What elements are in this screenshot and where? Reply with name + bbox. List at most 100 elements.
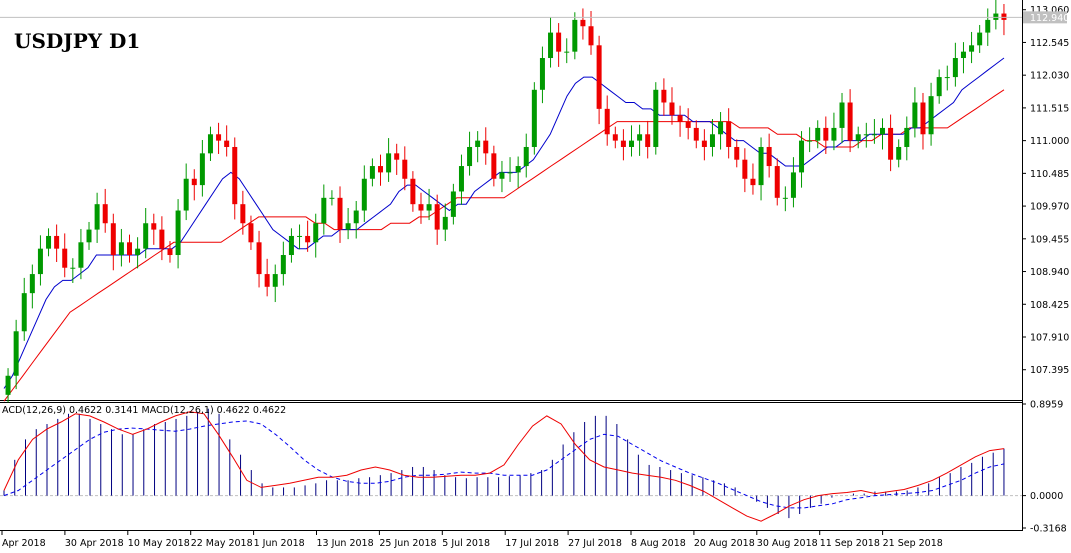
candle-body: [458, 166, 464, 192]
candle-body: [483, 140, 489, 154]
candle-body: [297, 235, 303, 237]
candle-body: [256, 242, 262, 275]
candle-body: [21, 293, 27, 332]
candle-body: [491, 153, 497, 179]
candle-body: [871, 134, 877, 136]
macd-y-tick-label: -0.3168: [1030, 524, 1067, 535]
candle-body: [564, 51, 570, 53]
candle-body: [329, 197, 335, 199]
candle-body: [612, 134, 618, 141]
macd-y-tick-label: 0.0000: [1030, 491, 1063, 502]
candle-body: [280, 255, 286, 275]
candle-body: [580, 19, 586, 27]
candle-body: [799, 140, 805, 173]
candle-body: [588, 26, 594, 46]
candle-body: [977, 32, 983, 46]
candle-body: [596, 45, 602, 109]
price-y-tick-label: 111.515: [1030, 103, 1069, 114]
x-tick-label: 5 Jul 2018: [442, 538, 490, 549]
candle-body: [637, 134, 643, 141]
candle-body: [418, 204, 424, 211]
candle-body: [928, 96, 934, 135]
candle-body: [693, 127, 699, 141]
candle-body: [750, 178, 756, 186]
candle-body: [5, 375, 11, 395]
candle-body: [539, 58, 545, 90]
current-price-layer: 112.940: [0, 11, 1069, 24]
candle-body: [450, 191, 456, 217]
x-tick-label: 8 Aug 2018: [631, 538, 686, 549]
candle-body: [110, 223, 116, 256]
candle-body: [46, 235, 52, 249]
candle-body: [985, 19, 991, 33]
candle-body: [782, 197, 788, 199]
current-price-label-box: [1023, 11, 1067, 24]
candle-body: [548, 32, 554, 59]
x-tick-label: 10 May 2018: [128, 538, 190, 549]
candle-body: [102, 204, 108, 224]
candle-body: [742, 159, 748, 179]
candle-body: [305, 235, 311, 243]
candle-body: [912, 102, 918, 128]
candle-body: [143, 223, 149, 249]
x-axis: Apr 2018 30 Apr 2018 10 May 2018 22 May 201…: [1, 531, 943, 549]
candle-body: [345, 223, 351, 230]
candle-body: [993, 13, 999, 20]
candle-body: [831, 127, 837, 141]
candle-body: [167, 248, 173, 256]
candle-body: [475, 140, 481, 147]
candle-body: [839, 102, 845, 128]
candle-body: [556, 32, 562, 52]
candle-body: [823, 127, 829, 141]
x-tick-label: 13 Jun 2018: [317, 538, 374, 549]
x-tick-label: 1 Jun 2018: [254, 538, 305, 549]
macd-signal-line: [3, 420, 1005, 509]
candle-body: [426, 204, 432, 211]
candle-body: [620, 140, 626, 147]
candle-body: [224, 140, 230, 147]
candle-body: [499, 172, 505, 179]
candle-body: [855, 134, 861, 141]
candle-body: [13, 331, 19, 376]
candle-body: [29, 274, 35, 294]
candle-body: [507, 172, 513, 174]
x-tick-label: 27 Jul 2018: [568, 538, 622, 549]
candle-body: [766, 146, 772, 167]
candle-body: [207, 134, 213, 154]
macd-main-line: [3, 411, 1005, 522]
candle-body: [888, 127, 894, 160]
candle-body: [718, 121, 724, 135]
x-tick-label: 25 Jun 2018: [379, 538, 436, 549]
price-y-tick-label: 113.060: [1030, 5, 1069, 16]
candle-body: [758, 146, 764, 186]
macd-y-tick-label: 0.8959: [1030, 400, 1063, 411]
candle-body: [54, 235, 60, 249]
candle-body: [863, 134, 869, 136]
candle-body: [734, 146, 740, 160]
candle-body: [952, 58, 958, 78]
candle-body: [183, 178, 189, 211]
candle-body: [386, 153, 392, 173]
candle-body: [337, 197, 343, 230]
candle-body: [969, 45, 975, 52]
candle-body: [62, 248, 68, 268]
candle-body: [86, 229, 92, 243]
candle-body: [774, 166, 780, 198]
candle-body: [653, 89, 659, 147]
candle-body: [960, 51, 966, 59]
candle-body: [904, 127, 910, 147]
candle-body: [248, 223, 254, 243]
price-y-tick-label: 109.970: [1030, 202, 1069, 213]
candle-body: [726, 121, 732, 147]
chart-title: USDJPY D1: [14, 29, 140, 53]
macd-lines-layer: [3, 411, 1005, 522]
candle-body: [1001, 13, 1007, 20]
candle-body: [37, 248, 43, 275]
price-y-tick-label: 107.910: [1030, 332, 1069, 343]
candle-body: [272, 274, 278, 287]
candle-body: [896, 146, 902, 160]
candle-body: [467, 146, 473, 167]
candle-body: [135, 248, 141, 256]
x-tick-label: 11 Sep 2018: [820, 538, 880, 549]
